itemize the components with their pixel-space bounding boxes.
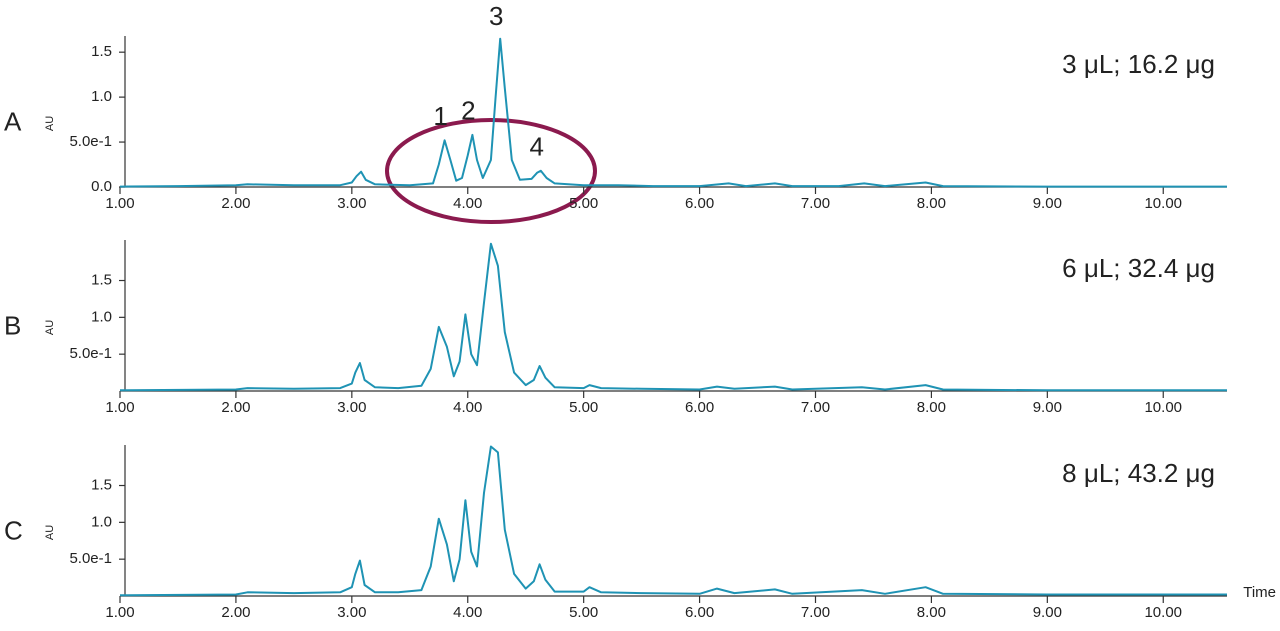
- y-tick-label: 1.5: [91, 43, 112, 60]
- x-tick-label: 10.00: [1144, 399, 1182, 416]
- x-tick-label: 7.00: [801, 399, 830, 416]
- x-tick-label: 2.00: [221, 195, 250, 212]
- x-tick-label: 8.00: [917, 399, 946, 416]
- peak-label: 4: [530, 132, 544, 162]
- annotation: 8 μL; 43.2 μg: [1062, 458, 1215, 488]
- y-tick-label: 1.5: [91, 271, 112, 288]
- y-tick-label: 5.0e-1: [69, 345, 112, 362]
- y-tick-label: 1.5: [91, 476, 112, 493]
- x-tick-label: 4.00: [453, 195, 482, 212]
- x-tick-label: 8.00: [917, 604, 946, 621]
- x-tick-label: 6.00: [685, 604, 714, 621]
- annotation: 6 μL; 32.4 μg: [1062, 253, 1215, 283]
- y-tick-label: 1.0: [91, 88, 112, 105]
- x-tick-label: 4.00: [453, 604, 482, 621]
- y-axis-label: AU: [44, 116, 56, 131]
- y-axis-label: AU: [44, 525, 56, 540]
- peak-label: 1: [433, 101, 447, 131]
- x-tick-label: 1.00: [105, 399, 134, 416]
- x-tick-label: 3.00: [337, 195, 366, 212]
- chromatogram-line: [119, 445, 1227, 597]
- x-tick-label: 5.00: [569, 195, 598, 212]
- chromatogram-line: [119, 37, 1227, 188]
- x-tick-label: 10.00: [1144, 195, 1182, 212]
- y-tick-label: 1.0: [91, 308, 112, 325]
- highlight-ellipse: [385, 118, 597, 224]
- x-tick-label: 4.00: [453, 399, 482, 416]
- y-tick-label: 1.0: [91, 513, 112, 530]
- x-tick-label: 1.00: [105, 195, 134, 212]
- annotation: 3 μL; 16.2 μg: [1062, 49, 1215, 79]
- x-tick-label: 2.00: [221, 399, 250, 416]
- x-tick-label: 10.00: [1144, 604, 1182, 621]
- x-tick-label: 8.00: [917, 195, 946, 212]
- x-tick-label: 1.00: [105, 604, 134, 621]
- x-tick-label: 5.00: [569, 604, 598, 621]
- x-axis-label: Time: [1243, 584, 1276, 601]
- x-tick-label: 3.00: [337, 399, 366, 416]
- panel-label: A: [4, 106, 22, 136]
- x-tick-label: 9.00: [1033, 604, 1062, 621]
- x-tick-label: 9.00: [1033, 399, 1062, 416]
- x-tick-label: 3.00: [337, 604, 366, 621]
- peak-label: 2: [461, 96, 475, 126]
- chromatogram-line: [119, 242, 1227, 392]
- panel-label: B: [4, 310, 21, 340]
- y-tick-label: 5.0e-1: [69, 550, 112, 567]
- y-tick-label: 0.0: [91, 178, 112, 195]
- x-tick-label: 9.00: [1033, 195, 1062, 212]
- x-tick-label: 7.00: [801, 604, 830, 621]
- y-axis-label: AU: [44, 320, 56, 335]
- x-tick-label: 7.00: [801, 195, 830, 212]
- y-tick-label: 5.0e-1: [69, 133, 112, 150]
- x-tick-label: 6.00: [685, 195, 714, 212]
- x-tick-label: 5.00: [569, 399, 598, 416]
- peak-label: 3: [489, 1, 503, 31]
- x-tick-label: 6.00: [685, 399, 714, 416]
- panel-label: C: [4, 515, 23, 545]
- x-tick-label: 2.00: [221, 604, 250, 621]
